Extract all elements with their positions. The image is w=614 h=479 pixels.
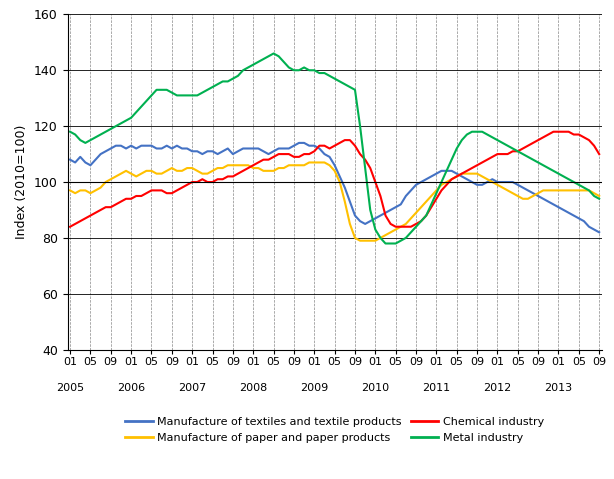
Chemical industry [138, 193, 145, 199]
Chemical industry [591, 143, 598, 148]
Chemical industry [550, 129, 557, 135]
Manufacture of paper and paper products [138, 171, 145, 177]
Metal industry [71, 132, 79, 137]
Metal industry [138, 104, 145, 110]
Manufacture of paper and paper products [270, 168, 278, 174]
Manufacture of textiles and textile products [453, 171, 460, 177]
Text: 2010: 2010 [361, 383, 389, 393]
Chemical industry [596, 151, 603, 157]
Metal industry [66, 129, 74, 135]
Metal industry [300, 65, 308, 70]
Manufacture of paper and paper products [306, 160, 313, 165]
Y-axis label: Index (2010=100): Index (2010=100) [15, 125, 28, 239]
Manufacture of textiles and textile products [295, 140, 303, 146]
Line: Metal industry: Metal industry [70, 54, 599, 243]
Chemical industry [295, 154, 303, 160]
Text: 2008: 2008 [239, 383, 267, 393]
Metal industry [270, 51, 278, 57]
Line: Manufacture of textiles and textile products: Manufacture of textiles and textile prod… [70, 143, 599, 232]
Metal industry [382, 240, 389, 246]
Manufacture of textiles and textile products [300, 140, 308, 146]
Manufacture of paper and paper products [356, 238, 363, 244]
Text: 2007: 2007 [178, 383, 206, 393]
Manufacture of textiles and textile products [66, 157, 74, 162]
Text: 2011: 2011 [422, 383, 451, 393]
Manufacture of textiles and textile products [138, 143, 145, 148]
Manufacture of paper and paper products [66, 188, 74, 194]
Manufacture of paper and paper products [295, 162, 303, 168]
Manufacture of textiles and textile products [591, 227, 598, 232]
Text: 2009: 2009 [300, 383, 328, 393]
Line: Chemical industry: Chemical industry [70, 132, 599, 227]
Manufacture of textiles and textile products [458, 173, 465, 179]
Line: Manufacture of paper and paper products: Manufacture of paper and paper products [70, 162, 599, 241]
Metal industry [463, 132, 470, 137]
Manufacture of paper and paper products [596, 193, 603, 199]
Text: 2005: 2005 [56, 383, 84, 393]
Manufacture of paper and paper products [463, 171, 470, 177]
Text: 2013: 2013 [545, 383, 572, 393]
Chemical industry [453, 173, 460, 179]
Chemical industry [448, 176, 456, 182]
Manufacture of paper and paper products [458, 171, 465, 177]
Manufacture of paper and paper products [71, 190, 79, 196]
Chemical industry [71, 221, 79, 227]
Text: 2012: 2012 [483, 383, 511, 393]
Legend: Manufacture of textiles and textile products, Manufacture of paper and paper pro: Manufacture of textiles and textile prod… [125, 417, 544, 443]
Manufacture of textiles and textile products [71, 160, 79, 165]
Metal industry [596, 196, 603, 202]
Text: 2006: 2006 [117, 383, 145, 393]
Metal industry [275, 54, 282, 59]
Manufacture of textiles and textile products [596, 229, 603, 235]
Chemical industry [66, 224, 74, 229]
Metal industry [458, 137, 465, 143]
